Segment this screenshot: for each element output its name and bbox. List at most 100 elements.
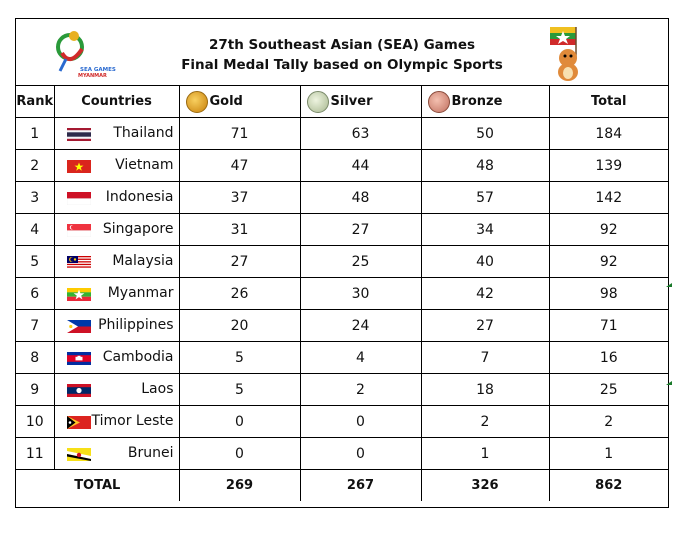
bronze-cell: 48 <box>420 149 550 182</box>
rank-cell: 10 <box>16 405 55 438</box>
country-cell: Singapore <box>53 213 180 246</box>
bronze-cell: 34 <box>420 213 550 246</box>
total-cell: 142 <box>548 181 668 214</box>
table-row: 7 Philippines 20 24 27 71 <box>16 309 668 342</box>
header-row: Rank Countries Gold Silver Bronze Total <box>16 86 668 118</box>
country-cell: Philippines <box>53 309 180 342</box>
silver-cell: 63 <box>299 117 422 150</box>
totals-bronze: 326 <box>420 469 550 501</box>
gold-medal-icon <box>185 91 208 113</box>
country-cell: Thailand <box>53 117 180 150</box>
green-marker <box>666 283 672 287</box>
bronze-cell: 1 <box>420 437 550 470</box>
country-cell: Indonesia <box>53 181 180 214</box>
bronze-cell: 18 <box>420 373 550 406</box>
title-line-2: Final Medal Tally based on Olympic Sport… <box>181 57 503 73</box>
table-row: 2 Vietnam 47 44 48 139 <box>16 149 668 182</box>
rank-cell: 4 <box>16 213 55 246</box>
table-row: 1 Thailand 71 63 50 184 <box>16 117 668 150</box>
country-name: Laos <box>141 381 174 397</box>
bronze-cell: 27 <box>420 309 550 342</box>
silver-cell: 4 <box>299 341 422 374</box>
total-cell: 1 <box>548 437 668 470</box>
country-cell: Cambodia <box>53 341 180 374</box>
gold-cell: 5 <box>178 341 301 374</box>
title-line-1: 27th Southeast Asian (SEA) Games <box>208 37 476 53</box>
silver-cell: 0 <box>299 405 422 438</box>
totals-label: TOTAL <box>16 469 180 501</box>
silver-cell: 30 <box>299 277 422 310</box>
cambodia-flag-icon <box>66 352 91 365</box>
singapore-flag-icon <box>66 224 91 237</box>
country-cell: Laos <box>53 373 180 406</box>
bronze-cell: 40 <box>420 245 550 278</box>
country-name: Vietnam <box>115 157 174 173</box>
sea-games-logo: SEA GAMES MYANMAR <box>56 31 116 79</box>
table-row: 3 Indonesia 37 48 57 142 <box>16 181 668 214</box>
table-row: 10 Timor Leste 0 0 2 2 <box>16 405 668 438</box>
countries-header: Countries <box>53 86 180 118</box>
indonesia-flag-icon <box>66 192 91 205</box>
gold-cell: 26 <box>178 277 301 310</box>
country-name: Malaysia <box>112 253 174 269</box>
totals-row: TOTAL 269 267 326 862 <box>16 469 668 501</box>
total-cell: 98 <box>548 277 668 310</box>
total-cell: 71 <box>548 309 668 342</box>
total-cell: 16 <box>548 341 668 374</box>
country-name: Myanmar <box>107 285 174 301</box>
rank-cell: 2 <box>16 149 55 182</box>
svg-text:SEA GAMES: SEA GAMES <box>80 67 116 73</box>
laos-flag-icon <box>66 384 91 397</box>
bronze-cell: 7 <box>420 341 550 374</box>
bronze-cell: 57 <box>420 181 550 214</box>
silver-cell: 0 <box>299 437 422 470</box>
gold-cell: 71 <box>178 117 301 150</box>
country-name: Indonesia <box>105 189 174 205</box>
myanmar-flag-icon <box>66 288 91 301</box>
silver-cell: 44 <box>299 149 422 182</box>
totals-total: 862 <box>548 469 668 501</box>
medal-table: Rank Countries Gold Silver Bronze Total … <box>16 86 668 501</box>
silver-cell: 2 <box>299 373 422 406</box>
gold-cell: 5 <box>178 373 301 406</box>
gold-cell: 27 <box>178 245 301 278</box>
svg-text:MYANMAR: MYANMAR <box>78 73 107 79</box>
rank-cell: 8 <box>16 341 55 374</box>
green-marker <box>666 381 672 385</box>
gold-cell: 0 <box>178 405 301 438</box>
gold-cell: 47 <box>178 149 301 182</box>
rank-cell: 7 <box>16 309 55 342</box>
bronze-cell: 2 <box>420 405 550 438</box>
bronze-cell: 42 <box>420 277 550 310</box>
silver-cell: 48 <box>299 181 422 214</box>
brunei-flag-icon <box>66 448 91 461</box>
country-cell: Vietnam <box>53 149 180 182</box>
bronze-medal-icon <box>427 91 450 113</box>
malaysia-flag-icon <box>66 256 91 269</box>
thailand-flag-icon <box>66 128 91 141</box>
philippines-flag-icon <box>66 320 91 333</box>
country-name: Philippines <box>98 317 174 333</box>
country-cell: Timor Leste <box>53 405 180 438</box>
rank-cell: 5 <box>16 245 55 278</box>
silver-header: Silver <box>299 86 422 118</box>
country-cell: Myanmar <box>53 277 180 310</box>
rank-cell: 6 <box>16 277 55 310</box>
totals-silver: 267 <box>299 469 422 501</box>
total-cell: 92 <box>548 213 668 246</box>
table-row: 6 Myanmar 26 30 42 98 <box>16 277 668 310</box>
table-row: 9 Laos 5 2 18 25 <box>16 373 668 406</box>
table-row: 4 Singapore 31 27 34 92 <box>16 213 668 246</box>
rank-cell: 11 <box>16 437 55 470</box>
bronze-cell: 50 <box>420 117 550 150</box>
total-cell: 92 <box>548 245 668 278</box>
rank-cell: 1 <box>16 117 55 150</box>
country-name: Singapore <box>102 221 174 237</box>
silver-cell: 24 <box>299 309 422 342</box>
silver-cell: 27 <box>299 213 422 246</box>
country-name: Timor Leste <box>91 413 174 429</box>
country-name: Thailand <box>113 125 174 141</box>
silver-medal-icon <box>306 91 329 113</box>
rank-cell: 9 <box>16 373 55 406</box>
country-cell: Brunei <box>53 437 180 470</box>
